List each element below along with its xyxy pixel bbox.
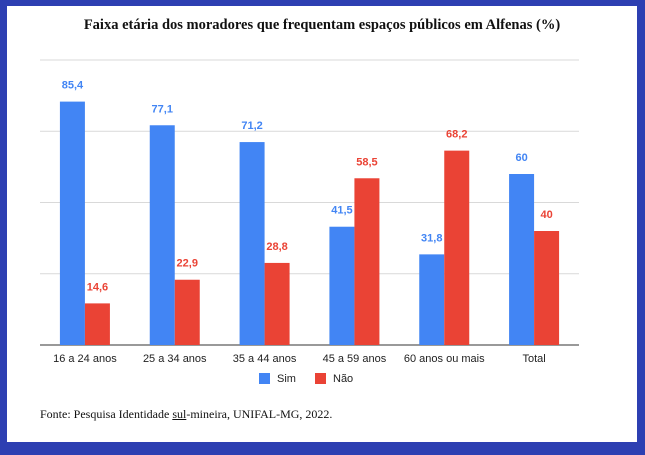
bars-group <box>59 101 560 345</box>
bar-no-1 <box>174 279 200 345</box>
legend-swatch-0 <box>259 373 270 384</box>
bar-no-3 <box>354 178 380 345</box>
data-label: 28,8 <box>266 241 287 253</box>
data-label: 60 <box>515 152 527 164</box>
data-label: 77,1 <box>152 103 173 115</box>
data-label: 68,2 <box>446 129 467 141</box>
legend-label-0: Sim <box>277 373 296 385</box>
x-tick-label: 45 a 59 anos <box>323 353 387 365</box>
x-tick-label: 16 a 24 anos <box>53 353 117 365</box>
bar-sim-4 <box>419 254 445 345</box>
source-note: Fonte: Pesquisa Identidade sul-mineira, … <box>40 407 332 422</box>
bar-no-2 <box>264 262 290 345</box>
x-tick-label: Total <box>522 353 545 365</box>
bar-sim-0 <box>59 101 85 345</box>
x-tick-label: 60 anos ou mais <box>404 353 485 365</box>
gridlines <box>40 59 579 346</box>
data-label: 14,6 <box>87 281 108 293</box>
x-tick-label: 35 a 44 anos <box>233 353 297 365</box>
data-label: 85,4 <box>62 80 84 92</box>
data-label: 31,8 <box>421 232 442 244</box>
bar-no-4 <box>444 150 470 345</box>
data-label: 41,5 <box>331 205 352 217</box>
data-label: 22,9 <box>177 258 198 270</box>
chart-frame: Faixa etária dos moradores que frequenta… <box>7 6 637 442</box>
chart-title: Faixa etária dos moradores que frequenta… <box>83 17 561 33</box>
bar-sim-2 <box>239 142 265 345</box>
bar-no-5 <box>534 231 560 345</box>
legend: Sim Não <box>259 373 353 385</box>
x-tick-labels: 16 a 24 anos 25 a 34 anos 35 a 44 anos 45 a… <box>53 353 546 365</box>
bar-chart: 85,4 14,6 77,1 22,9 71,2 28,8 41,5 58,5 31,8 68,2… <box>40 59 579 385</box>
source-underlined: sul <box>172 407 187 421</box>
legend-label-1: Não <box>333 373 353 385</box>
source-suffix: -mineira, UNIFAL-MG, 2022. <box>186 407 333 421</box>
bar-sim-3 <box>329 226 355 345</box>
x-tick-label: 25 a 34 anos <box>143 353 207 365</box>
data-label: 40 <box>540 209 552 221</box>
bar-sim-5 <box>509 174 535 345</box>
legend-swatch-1 <box>315 373 326 384</box>
value-labels: 85,4 14,6 77,1 22,9 71,2 28,8 41,5 58,5 31,8 68,2… <box>62 80 553 294</box>
bar-no-0 <box>84 303 110 345</box>
data-label: 71,2 <box>241 120 262 132</box>
bar-sim-1 <box>149 125 175 345</box>
data-label: 58,5 <box>356 156 377 168</box>
source-prefix: Fonte: Pesquisa Identidade <box>40 407 173 421</box>
